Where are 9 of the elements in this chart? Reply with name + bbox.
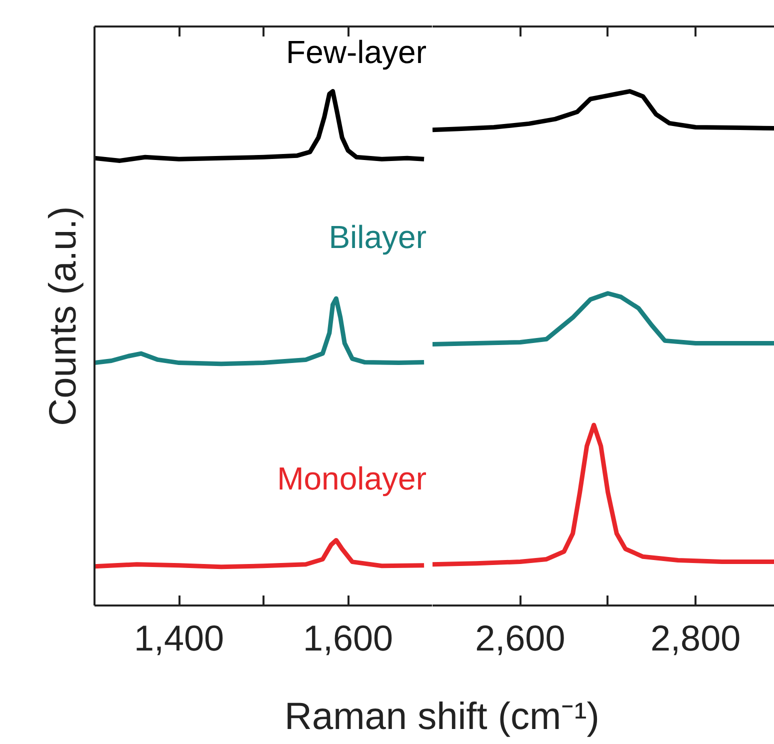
series-label: Bilayer	[328, 218, 427, 255]
x-tick-label: 1,400	[134, 618, 224, 658]
x-tick-label: 2,600	[475, 618, 566, 658]
x-axis-title: Raman shift (cm⁻¹)	[284, 695, 600, 739]
x-tick-label: 2,800	[650, 618, 741, 658]
series-label: Monolayer	[277, 460, 427, 496]
y-axis-title: Counts (a.u.)	[42, 206, 84, 426]
series-label: Few-layer	[286, 34, 427, 70]
x-tick-label: 1,600	[302, 618, 394, 658]
